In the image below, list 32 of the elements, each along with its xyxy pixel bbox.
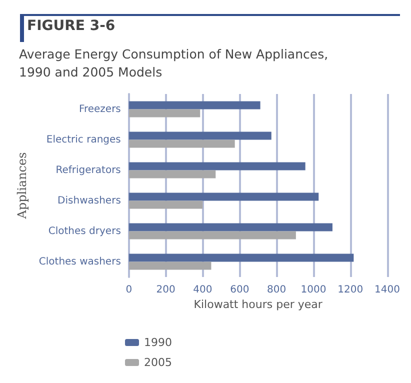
bar [128,200,203,209]
x-tick-label: 1400 [374,284,400,296]
bar [128,140,235,148]
x-tick-label: 600 [230,284,250,296]
y-tick-label: Refrigerators [56,164,121,176]
chart-subtitle: Average Energy Consumption of New Appliances, 1990 and 2005 Models [19,46,328,80]
chart-title: FIGURE 3-6 [27,18,116,34]
bar [128,192,319,201]
bar [128,132,272,140]
bar [128,231,296,240]
y-tick-label: Clothes washers [38,256,121,268]
y-axis-title: Appliances [15,152,29,220]
bar [128,109,200,118]
x-tick-label: 400 [193,284,212,296]
bar [128,162,306,170]
y-tick-label: Dishwashers [58,195,121,206]
bar [128,101,260,110]
legend-label: 2005 [144,356,172,369]
x-tick-label: 0 [126,284,132,296]
bar [128,254,354,262]
x-axis-title: Kilowatt hours per year [194,298,323,311]
x-tick-label: 200 [156,284,176,296]
bar [128,223,332,232]
bar [128,170,216,178]
y-tick-label: Electric ranges [46,134,121,146]
x-tick-label: 1000 [300,284,326,296]
bar [128,262,212,270]
x-tick-label: 1200 [338,284,364,296]
x-tick-label: 800 [267,284,286,296]
y-tick-label: Clothes dryers [48,226,121,237]
legend-label: 1990 [144,336,172,349]
y-tick-label: Freezers [78,104,121,115]
